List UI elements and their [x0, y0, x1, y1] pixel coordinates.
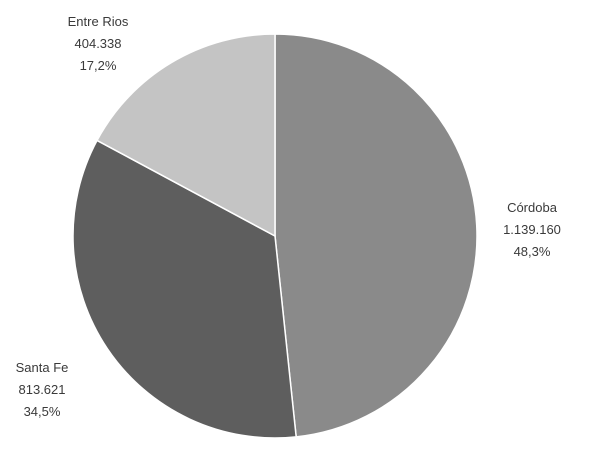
slice-label-cordoba: Córdoba 1.139.160 48,3% — [503, 200, 561, 259]
slice-label-santa-fe-percent: 34,5% — [24, 404, 61, 419]
pie-slices — [72, 33, 478, 439]
pie-slice-santa-fe — [72, 139, 298, 439]
slice-label-santa-fe-value: 813.621 — [19, 382, 66, 397]
slice-label-entre-rios-value: 404.338 — [75, 36, 122, 51]
slice-label-cordoba-percent: 48,3% — [514, 244, 551, 259]
pie-slice-entre-rios — [96, 33, 276, 238]
slice-label-cordoba-value: 1.139.160 — [503, 222, 561, 237]
slice-label-entre-rios: Entre Rios 404.338 17,2% — [68, 14, 129, 73]
slice-label-santa-fe-name: Santa Fe — [16, 360, 69, 375]
pie-slice-cordoba — [274, 33, 478, 438]
slice-label-cordoba-name: Córdoba — [507, 200, 558, 215]
slice-label-entre-rios-percent: 17,2% — [80, 58, 117, 73]
slice-label-santa-fe: Santa Fe 813.621 34,5% — [16, 360, 69, 419]
slice-label-entre-rios-name: Entre Rios — [68, 14, 129, 29]
